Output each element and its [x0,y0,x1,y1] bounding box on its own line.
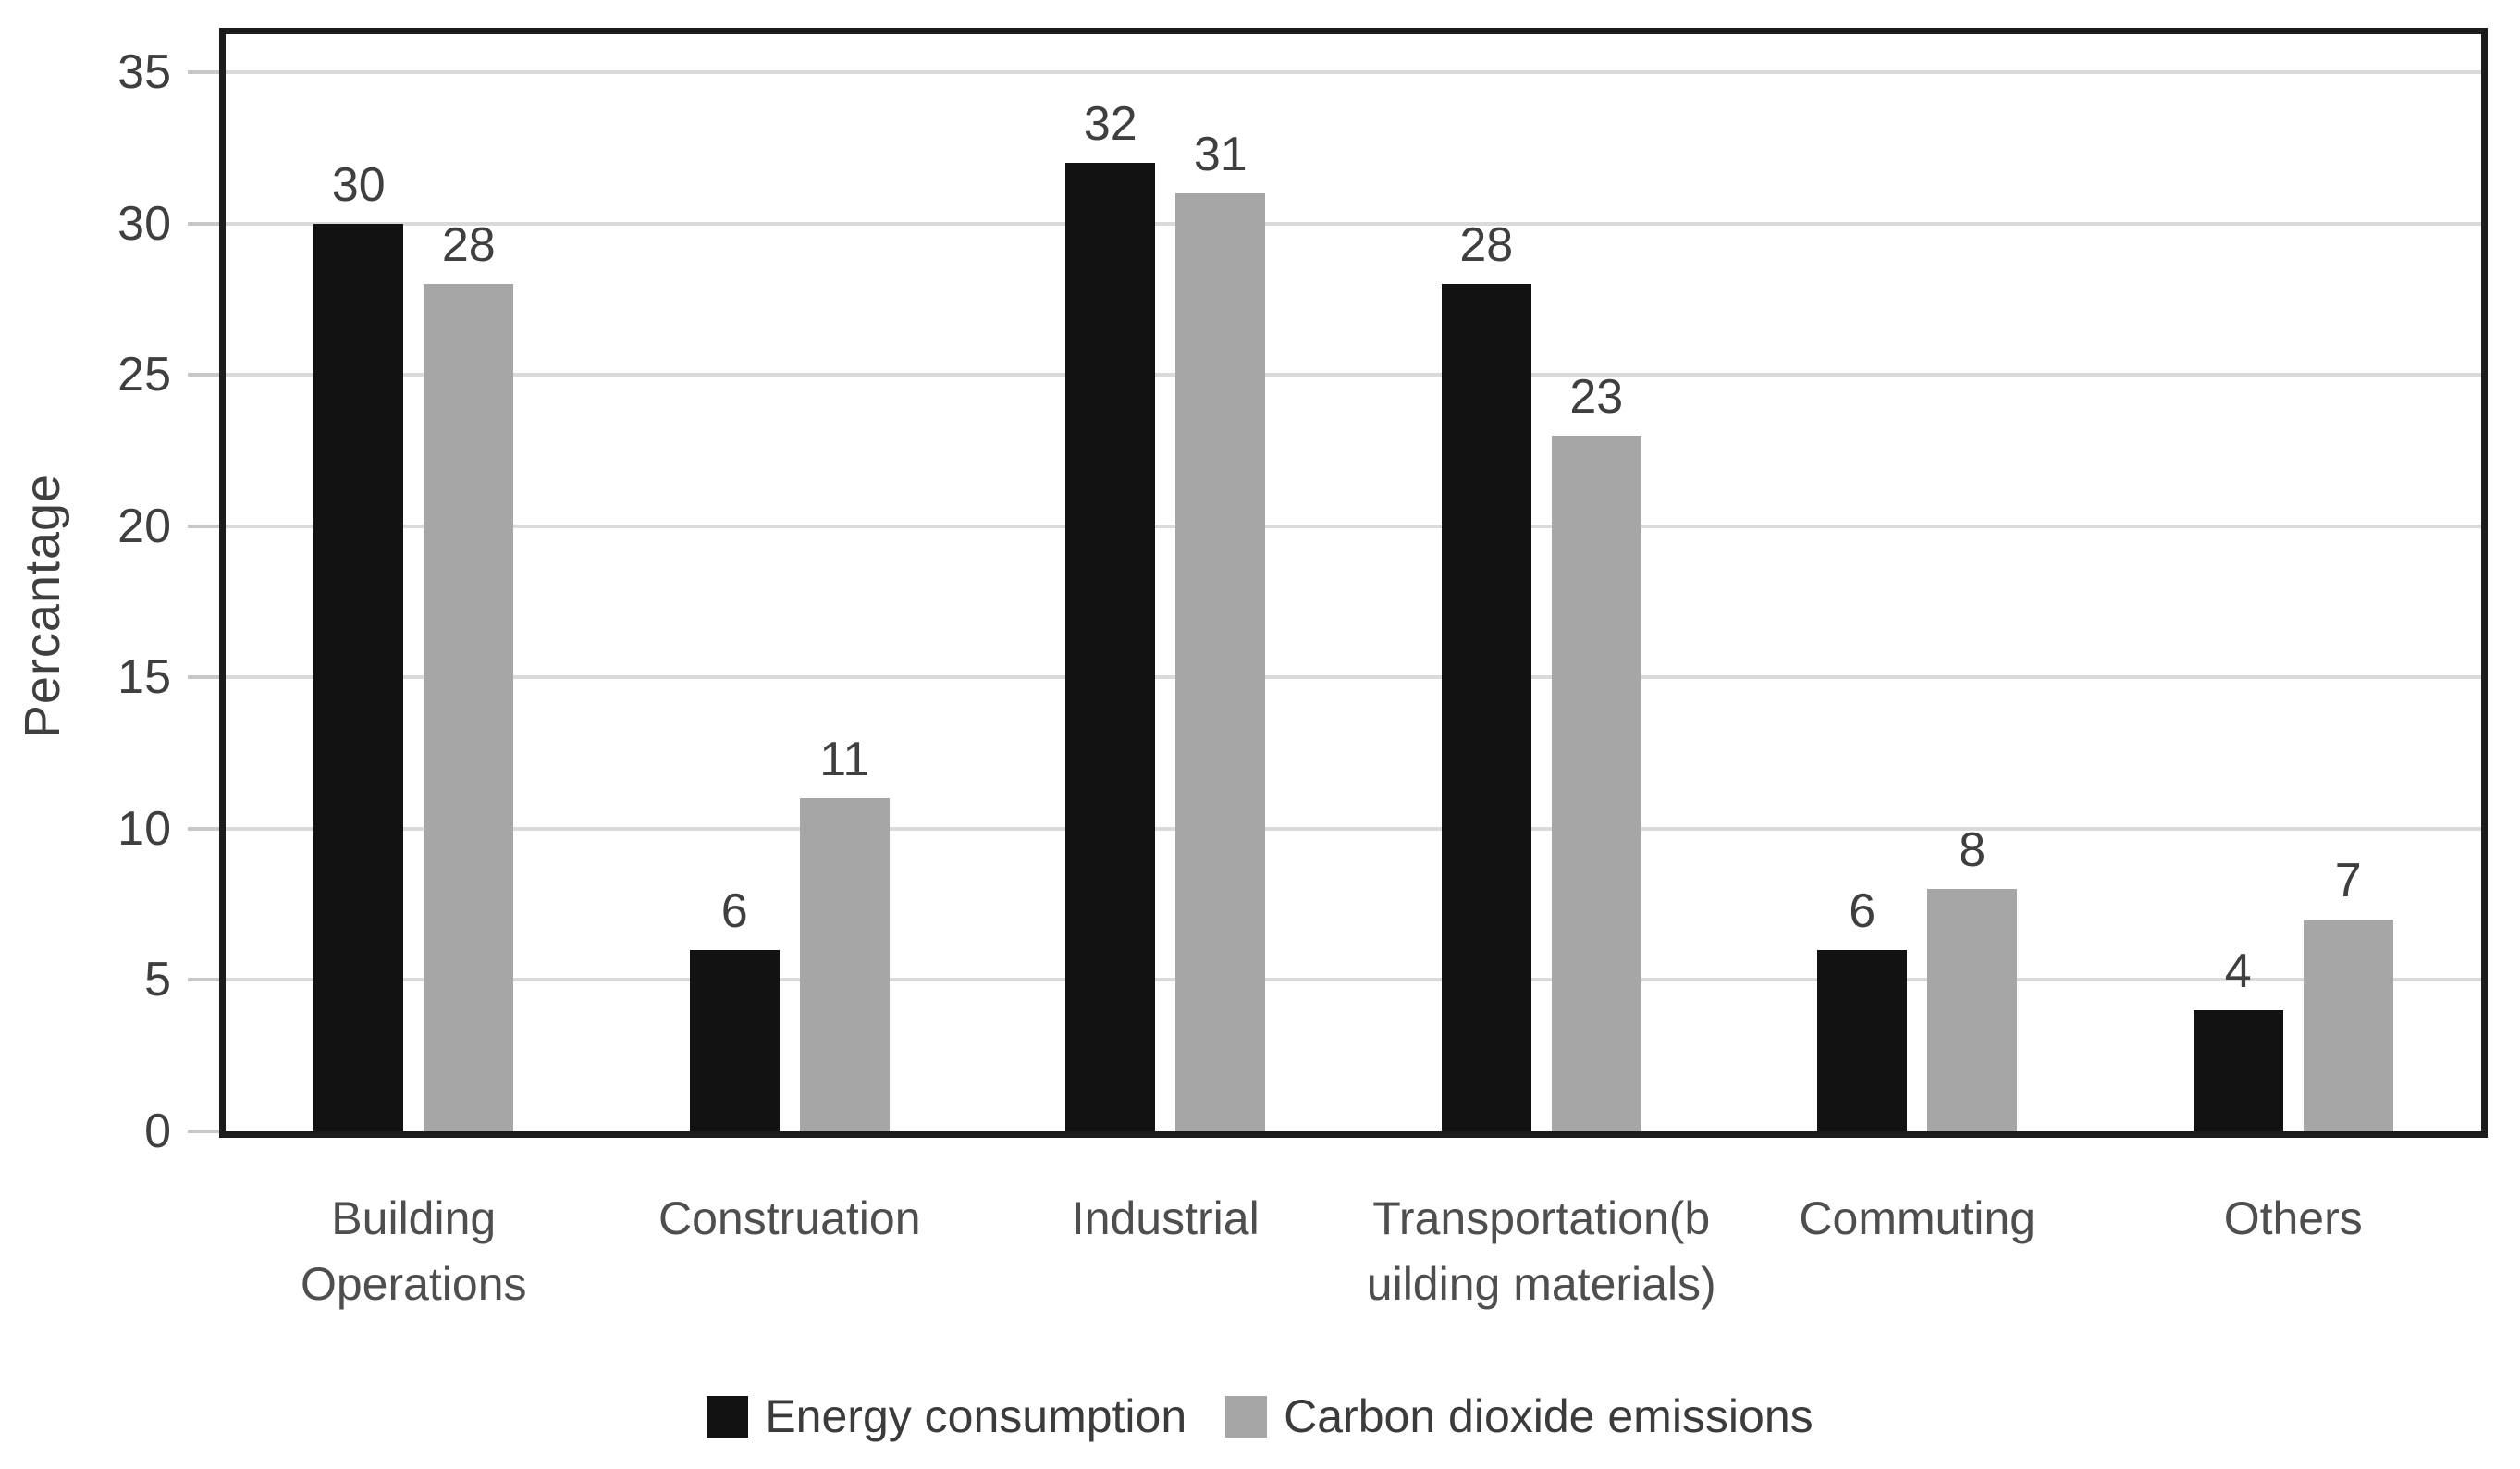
bar-value-label-series1-cat3: 23 [1569,369,1624,424]
y-tick-label-20: 20 [117,499,171,553]
bar-series0-cat0 [313,223,404,1131]
bar-series0-cat1 [689,949,780,1131]
bar-value-label-series0-cat2: 32 [1083,97,1137,152]
category-label-0: Building Operations [300,1192,527,1310]
bar-series1-cat1 [799,798,890,1131]
legend-item-1: Carbon dioxide emissions [1225,1389,1813,1443]
bar-value-label-series1-cat5: 7 [2334,854,2362,907]
legend-label-1: Carbon dioxide emissions [1284,1390,1813,1442]
bar-series1-cat5 [2303,920,2393,1131]
gridline-35 [226,70,2481,74]
y-tick-mark-35 [188,70,219,74]
bar-value-label-series0-cat4: 6 [1849,883,1876,938]
bar-series1-cat0 [424,284,514,1131]
category-label-2: Industrial [1071,1192,1260,1244]
bar-series0-cat3 [1441,284,1531,1131]
gridline-15 [226,675,2481,680]
y-tick-label-35: 35 [117,45,171,99]
y-tick-mark-0 [188,1130,219,1133]
category-label-1: Construation [658,1192,921,1244]
y-tick-label-15: 15 [117,650,171,705]
bar-series0-cat5 [2193,1010,2283,1131]
category-label-3: Transportation(b uilding materials) [1366,1192,1716,1310]
bar-series1-cat4 [1927,889,2018,1131]
y-tick-mark-10 [188,826,219,831]
y-tick-mark-25 [188,373,219,377]
bar-value-label-series0-cat5: 4 [2224,944,2252,999]
y-tick-label-0: 0 [144,1105,171,1158]
legend-item-0: Energy consumption [707,1389,1186,1443]
y-tick-label-25: 25 [117,348,171,402]
category-label-5: Others [2223,1192,2363,1244]
legend-label-0: Energy consumption [765,1390,1187,1442]
bar-value-label-series0-cat3: 28 [1459,218,1514,272]
gridline-20 [226,524,2481,528]
bar-value-label-series1-cat4: 8 [1959,823,1986,878]
bar-value-label-series0-cat1: 6 [720,883,748,938]
plot-area: 30 28 6 11 32 31 28 23 6 8 4 7 [219,28,2488,1138]
bar-value-label-series1-cat2: 31 [1193,127,1248,181]
legend: Energy consumption Carbon dioxide emissio… [0,1389,2520,1443]
legend-swatch-1 [1225,1395,1268,1438]
legend-swatch-0 [707,1395,749,1438]
bar-value-label-series1-cat1: 11 [819,733,870,787]
bar-series1-cat2 [1175,192,1266,1131]
gridline-10 [226,826,2481,831]
y-tick-mark-30 [188,221,219,226]
y-tick-label-5: 5 [144,953,171,1007]
bar-series0-cat4 [1817,949,1908,1131]
y-tick-mark-15 [188,675,219,680]
category-label-4: Commuting [1799,1192,2036,1244]
y-tick-mark-5 [188,978,219,982]
bar-value-label-series0-cat0: 30 [331,157,386,212]
gridline-30 [226,221,2481,226]
gridline-5 [226,978,2481,982]
gridline-25 [226,373,2481,377]
y-tick-label-30: 30 [117,196,171,251]
y-tick-label-10: 10 [117,801,171,856]
bar-value-label-series1-cat0: 28 [441,218,496,272]
bar-series1-cat3 [1551,435,1641,1131]
y-tick-mark-20 [188,524,219,528]
bar-series0-cat2 [1065,163,1156,1131]
